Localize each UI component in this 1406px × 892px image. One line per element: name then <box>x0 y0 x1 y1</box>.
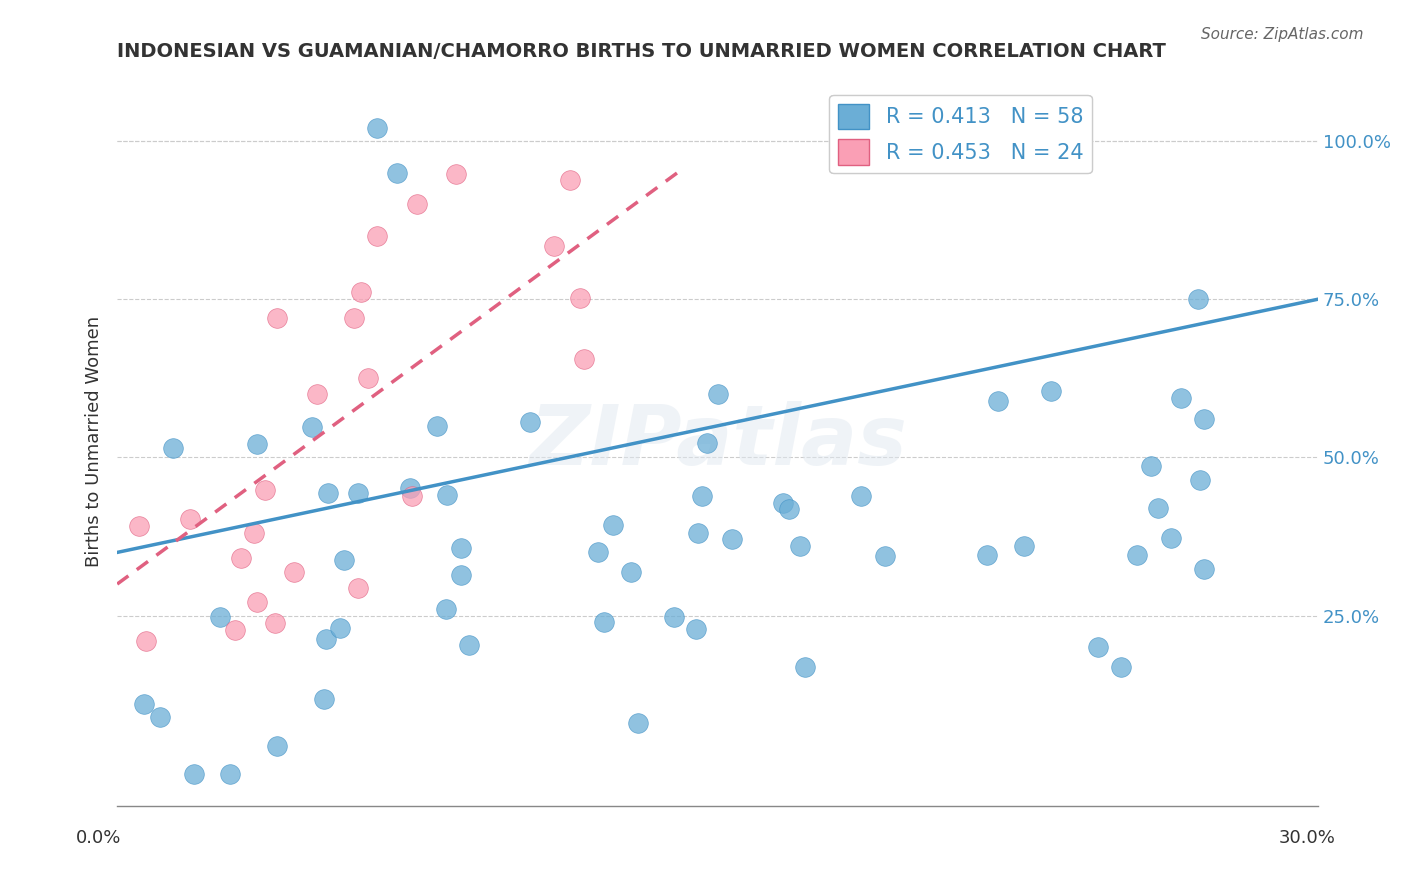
Point <box>366 121 388 136</box>
Text: INDONESIAN VS GUAMANIAN/CHAMORRO BIRTHS TO UNMARRIED WOMEN CORRELATION CHART: INDONESIAN VS GUAMANIAN/CHAMORRO BIRTHS … <box>117 42 1166 61</box>
Y-axis label: Births to Unmarried Women: Births to Unmarried Women <box>86 316 103 567</box>
Point <box>1147 501 1170 516</box>
Point <box>264 615 287 630</box>
Point <box>664 610 686 624</box>
Point <box>314 692 336 706</box>
Point <box>283 566 305 580</box>
Point <box>436 488 458 502</box>
Point <box>619 565 641 579</box>
Point <box>347 581 370 595</box>
Point <box>1192 562 1215 576</box>
Point <box>987 394 1010 409</box>
Text: 30.0%: 30.0% <box>1279 830 1336 847</box>
Point <box>626 716 648 731</box>
Point <box>266 739 288 754</box>
Point <box>399 481 422 495</box>
Point <box>208 610 231 624</box>
Point <box>1187 292 1209 306</box>
Point <box>316 486 339 500</box>
Point <box>789 539 811 553</box>
Point <box>778 502 800 516</box>
Point <box>572 352 595 367</box>
Point <box>307 387 329 401</box>
Point <box>450 568 472 582</box>
Point <box>543 239 565 253</box>
Point <box>1012 540 1035 554</box>
Point <box>1087 640 1109 655</box>
Point <box>253 483 276 497</box>
Point <box>406 197 429 211</box>
Point <box>179 512 201 526</box>
Text: 0.0%: 0.0% <box>76 830 121 847</box>
Point <box>243 526 266 541</box>
Point <box>347 486 370 500</box>
Text: Source: ZipAtlas.com: Source: ZipAtlas.com <box>1201 27 1364 42</box>
Text: ZIPatlas: ZIPatlas <box>529 401 907 482</box>
Point <box>1126 548 1149 562</box>
Point <box>772 496 794 510</box>
Point <box>219 767 242 781</box>
Point <box>568 292 591 306</box>
Point <box>224 624 246 638</box>
Point <box>1188 473 1211 487</box>
Point <box>586 545 609 559</box>
Point <box>149 710 172 724</box>
Point <box>1109 659 1132 673</box>
Point <box>436 602 458 616</box>
Point <box>458 638 481 652</box>
Point <box>135 634 157 648</box>
Point <box>1194 412 1216 426</box>
Point <box>793 660 815 674</box>
Point <box>231 550 253 565</box>
Point <box>366 228 388 243</box>
Point <box>426 418 449 433</box>
Point <box>560 173 582 187</box>
Point <box>976 548 998 562</box>
Point <box>849 489 872 503</box>
Point <box>686 526 709 541</box>
Point <box>183 767 205 781</box>
Point <box>266 311 288 326</box>
Point <box>1160 531 1182 545</box>
Point <box>350 285 373 299</box>
Point <box>1039 384 1062 399</box>
Point <box>162 442 184 456</box>
Point <box>343 311 366 326</box>
Point <box>720 533 742 547</box>
Point <box>1170 391 1192 405</box>
Point <box>357 371 380 385</box>
Point <box>329 622 352 636</box>
Point <box>128 519 150 533</box>
Point <box>875 549 897 563</box>
Point <box>450 541 472 556</box>
Point <box>444 167 467 181</box>
Point <box>315 632 337 646</box>
Point <box>1140 459 1163 474</box>
Point <box>602 518 624 533</box>
Point <box>246 594 269 608</box>
Point <box>685 622 707 636</box>
Legend: R = 0.413   N = 58, R = 0.453   N = 24: R = 0.413 N = 58, R = 0.453 N = 24 <box>830 95 1091 173</box>
Point <box>696 435 718 450</box>
Point <box>333 553 356 567</box>
Point <box>246 437 269 451</box>
Point <box>690 489 713 503</box>
Point <box>401 489 423 503</box>
Point <box>706 387 728 401</box>
Point <box>519 415 541 429</box>
Point <box>301 420 323 434</box>
Point <box>134 698 156 712</box>
Point <box>592 615 614 629</box>
Point <box>387 165 409 179</box>
